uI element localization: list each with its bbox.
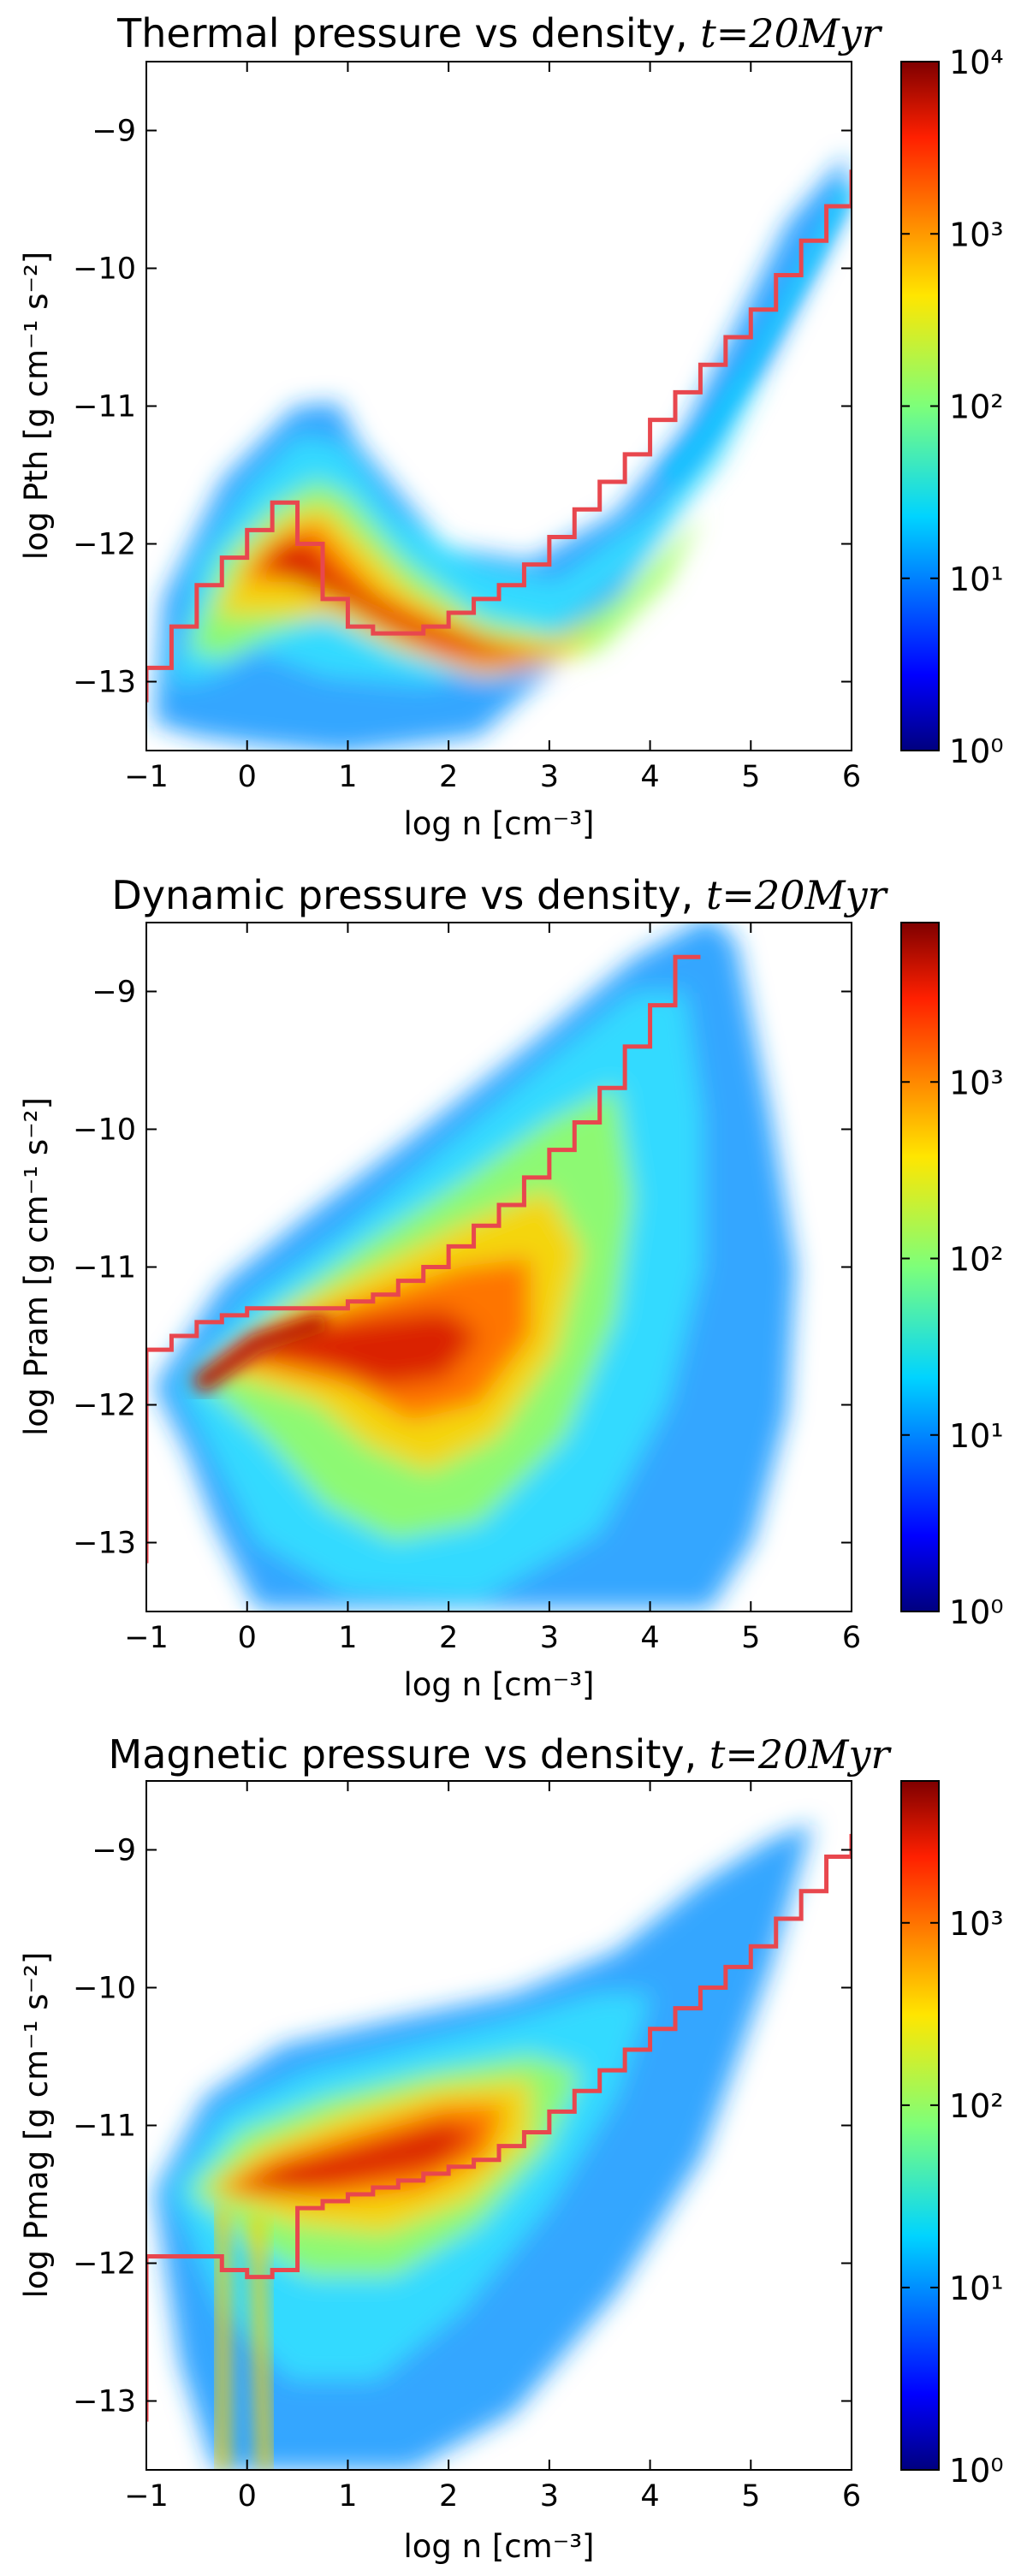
y-tick-label: −11: [73, 2110, 136, 2144]
x-tick-label: 6: [842, 1621, 861, 1655]
chart-title: Magnetic pressure vs density, t=20Myr: [109, 1731, 893, 1778]
colorbar-tick-label: 10²: [949, 2087, 1004, 2125]
panel-dynamic-pressure: Dynamic pressure vs density, t=20Myr −1 0…: [18, 872, 1004, 1703]
colorbar-tick-label: 10⁴: [949, 44, 1004, 81]
median-line: [146, 169, 852, 703]
x-axis-label: log n [cm⁻³]: [404, 805, 595, 842]
y-tick-label: −10: [73, 252, 136, 287]
y-axis-ticks: −13 −12 −11 −10 −9: [73, 115, 852, 700]
x-tick-label: 1: [338, 2479, 357, 2514]
x-tick-label: 5: [741, 1621, 760, 1655]
y-tick-label: −11: [73, 1251, 136, 1285]
colorbar-tick-label: 10³: [949, 1905, 1004, 1943]
y-tick-label: −13: [73, 1527, 136, 1561]
colorbar-tick-label: 10²: [949, 1241, 1004, 1279]
chart-title: Thermal pressure vs density, t=20Myr: [116, 10, 883, 56]
colorbar-tick-label: 10³: [949, 1064, 1004, 1101]
x-tick-label: 6: [842, 760, 861, 794]
colorbar-tick-label: 10²: [949, 389, 1004, 426]
x-tick-label: 0: [238, 2479, 257, 2514]
heatmap-density-cloud: [154, 923, 796, 1609]
y-axis-label: log Pmag [g cm⁻¹ s⁻²]: [18, 1952, 55, 2299]
x-tick-label: 3: [540, 1621, 559, 1655]
colorbar-tick-label: 10⁰: [949, 733, 1004, 770]
x-tick-label: −1: [124, 1621, 169, 1655]
x-tick-label: 1: [338, 1621, 357, 1655]
y-tick-label: −9: [92, 115, 136, 149]
x-tick-label: 3: [540, 760, 559, 794]
x-tick-label: 2: [439, 760, 458, 794]
colorbar-ticks: 10⁰ 10¹ 10² 10³: [901, 1905, 1004, 2490]
x-axis-label: log n [cm⁻³]: [404, 2528, 595, 2565]
y-tick-label: −10: [73, 1113, 136, 1148]
x-tick-label: 2: [439, 1621, 458, 1655]
y-tick-label: −12: [73, 1389, 136, 1423]
colorbar-tick-label: 10⁰: [949, 2452, 1004, 2490]
colorbar-tick-label: 10¹: [949, 2270, 1004, 2307]
y-tick-label: −12: [73, 528, 136, 562]
x-tick-label: 1: [338, 760, 357, 794]
x-tick-label: 4: [640, 2479, 659, 2514]
x-axis-ticks: −1 0 1 2 3 4 5 6: [124, 62, 861, 794]
colorbar-tick-label: 10³: [949, 216, 1004, 253]
x-tick-label: 2: [439, 2479, 458, 2514]
y-axis-ticks: −13 −12 −11 −10 −9: [73, 976, 852, 1561]
x-tick-label: −1: [124, 760, 169, 794]
median-line: [146, 1833, 852, 2422]
x-axis-label: log n [cm⁻³]: [404, 1666, 595, 1703]
colorbar-tick-label: 10¹: [949, 561, 1004, 598]
y-tick-label: −13: [73, 2385, 136, 2419]
x-tick-label: 0: [238, 760, 257, 794]
colorbar: [900, 1780, 940, 2471]
x-tick-label: 6: [842, 2479, 861, 2514]
heatmap-density-cloud: [154, 154, 852, 751]
x-tick-label: −1: [124, 2479, 169, 2514]
colorbar-tick-label: 10¹: [949, 1417, 1004, 1455]
y-axis-label: log Pth [g cm⁻¹ s⁻²]: [18, 252, 55, 560]
y-tick-label: −10: [73, 1972, 136, 2006]
x-tick-label: 5: [741, 2479, 760, 2514]
colorbar-ticks: 10⁰ 10¹ 10² 10³ 10⁴: [901, 44, 1004, 770]
y-axis-ticks: −13 −12 −11 −10 −9: [73, 1834, 852, 2419]
y-tick-label: −11: [73, 390, 136, 424]
x-tick-label: 3: [540, 2479, 559, 2514]
x-tick-label: 4: [640, 1621, 659, 1655]
colorbar-ticks: 10⁰ 10¹ 10² 10³: [901, 1064, 1004, 1631]
x-axis-ticks: −1 0 1 2 3 4 5 6: [124, 1781, 861, 2514]
y-tick-label: −9: [92, 1834, 136, 1868]
panel-magnetic-pressure: Magnetic pressure vs density, t=20Myr −1…: [18, 1731, 1004, 2565]
x-axis-ticks: −1 0 1 2 3 4 5 6: [124, 923, 861, 1655]
colorbar: [900, 922, 940, 1612]
x-tick-label: 0: [238, 1621, 257, 1655]
y-tick-label: −13: [73, 666, 136, 700]
y-axis-label: log Pram [g cm⁻¹ s⁻²]: [18, 1097, 55, 1436]
y-tick-label: −12: [73, 2247, 136, 2282]
x-tick-label: 4: [640, 760, 659, 794]
colorbar-tick-label: 10⁰: [949, 1594, 1004, 1631]
panel-thermal-pressure: Thermal pressure vs density, t=20Myr −1 0…: [18, 10, 1004, 842]
y-tick-label: −9: [92, 976, 136, 1010]
chart-title: Dynamic pressure vs density, t=20Myr: [111, 872, 888, 918]
x-tick-label: 5: [741, 760, 760, 794]
heatmap-density-cloud: [154, 1823, 813, 2470]
median-line: [146, 954, 701, 1564]
